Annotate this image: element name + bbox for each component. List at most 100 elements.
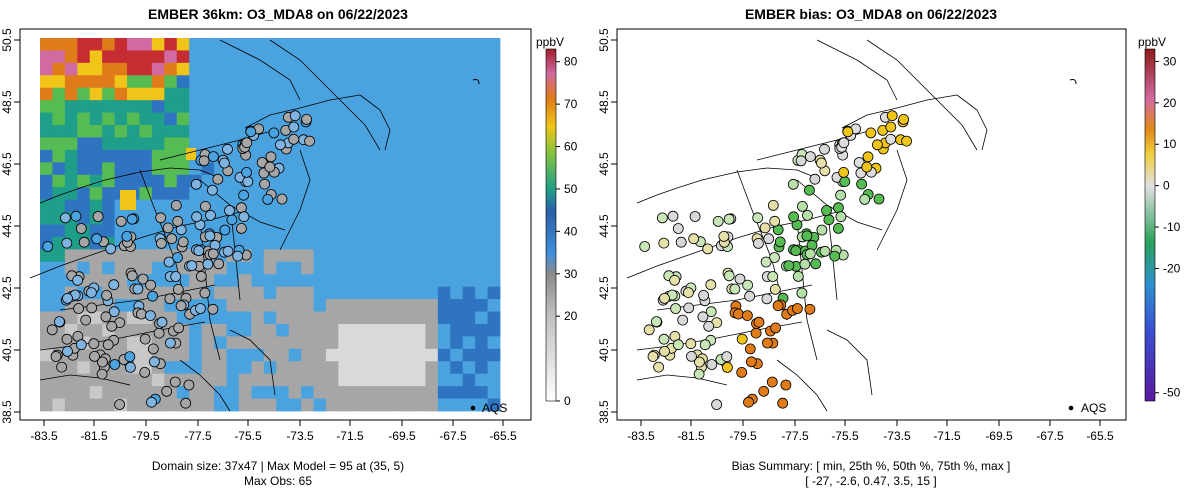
field-cell xyxy=(437,112,451,126)
field-cell xyxy=(363,162,377,176)
field-cell xyxy=(487,398,501,412)
field-cell xyxy=(164,38,178,51)
y-tick-label: 44.5 xyxy=(0,214,14,238)
x-tick-label: -65.5 xyxy=(489,429,517,443)
field-cell xyxy=(52,137,66,151)
field-cell xyxy=(412,75,426,89)
field-cell xyxy=(338,224,352,238)
aqs-point xyxy=(126,213,138,225)
field-cell xyxy=(350,336,364,350)
field-cell xyxy=(288,212,302,225)
aqs-point xyxy=(213,258,225,270)
aqs-point xyxy=(96,368,108,380)
field-cell xyxy=(338,100,352,113)
left-aqs-points xyxy=(42,110,316,410)
field-cell xyxy=(238,311,252,325)
bias-point xyxy=(801,230,813,242)
field-cell xyxy=(487,137,501,151)
aqs-point xyxy=(161,385,173,397)
right-panel: EMBER bias: O3_MDA8 on 06/22/2023 -83.5-… xyxy=(597,6,1181,488)
aqs-point xyxy=(54,316,65,328)
field-cell xyxy=(437,398,451,412)
field-cell xyxy=(226,348,240,362)
field-cell xyxy=(437,162,451,176)
field-cell xyxy=(363,100,377,113)
field-cell xyxy=(462,199,476,213)
bias-point xyxy=(766,376,778,388)
field-cell xyxy=(301,261,314,275)
field-cell xyxy=(226,50,240,64)
field-cell xyxy=(425,149,439,163)
field-cell xyxy=(412,336,426,350)
bias-point xyxy=(742,279,753,291)
field-cell xyxy=(139,224,153,238)
field-cell xyxy=(40,100,53,113)
field-cell xyxy=(139,125,153,138)
field-cell xyxy=(127,398,140,412)
field-cell xyxy=(64,87,78,101)
field-cell xyxy=(425,274,439,288)
field-cell xyxy=(475,286,488,300)
aqs-point xyxy=(207,303,219,315)
bias-point xyxy=(672,339,684,351)
field-cell xyxy=(201,100,215,113)
field-cell xyxy=(263,87,277,101)
bias-point xyxy=(792,270,804,282)
bias-point xyxy=(797,200,808,212)
field-cell xyxy=(325,323,339,337)
field-cell xyxy=(462,174,476,188)
aqs-point xyxy=(137,273,149,285)
field-cell xyxy=(214,274,227,288)
aqs-point xyxy=(46,324,58,336)
field-cell xyxy=(288,249,302,263)
field-cell xyxy=(425,174,439,188)
bias-point xyxy=(672,223,684,234)
field-cell xyxy=(338,373,352,387)
field-cell xyxy=(40,373,53,387)
x-tick-label: -69.5 xyxy=(985,429,1013,443)
field-cell xyxy=(301,62,314,76)
field-cell xyxy=(114,75,128,89)
field-cell xyxy=(77,112,91,126)
field-cell xyxy=(437,187,451,201)
bias-point xyxy=(723,213,735,225)
aqs-point xyxy=(235,202,247,214)
colorbar-bar xyxy=(1144,48,1156,402)
field-cell xyxy=(77,149,91,163)
field-cell xyxy=(214,348,227,362)
field-cell xyxy=(276,62,290,76)
field-cell xyxy=(89,311,103,325)
field-cell xyxy=(139,236,153,250)
left-aqs-legend-label: AQS xyxy=(482,401,507,415)
field-cell xyxy=(238,75,252,89)
bias-point xyxy=(816,157,827,169)
field-cell xyxy=(288,274,302,288)
field-cell xyxy=(350,299,364,312)
field-cell xyxy=(487,323,501,337)
field-cell xyxy=(40,62,53,76)
field-cell xyxy=(475,386,488,399)
field-cell xyxy=(64,249,78,263)
x-tick-label: -79.5 xyxy=(729,429,757,443)
x-tick-label: -73.5 xyxy=(883,429,911,443)
field-cell xyxy=(462,212,476,225)
field-cell xyxy=(251,187,265,201)
field-cell xyxy=(288,311,302,325)
aqs-point xyxy=(70,210,82,222)
field-cell xyxy=(226,398,240,412)
field-cell xyxy=(462,149,476,163)
field-cell xyxy=(301,75,314,89)
field-cell xyxy=(176,62,190,76)
bias-point xyxy=(790,245,802,257)
field-cell xyxy=(102,199,115,213)
bias-point xyxy=(706,359,718,370)
field-cell xyxy=(450,162,464,176)
field-cell xyxy=(238,323,252,337)
aqs-point xyxy=(172,252,183,263)
field-cell xyxy=(475,261,488,275)
field-cell xyxy=(350,100,364,113)
field-cell xyxy=(475,311,488,325)
field-cell xyxy=(89,62,103,76)
field-cell xyxy=(276,299,290,312)
field-cell xyxy=(325,236,339,250)
